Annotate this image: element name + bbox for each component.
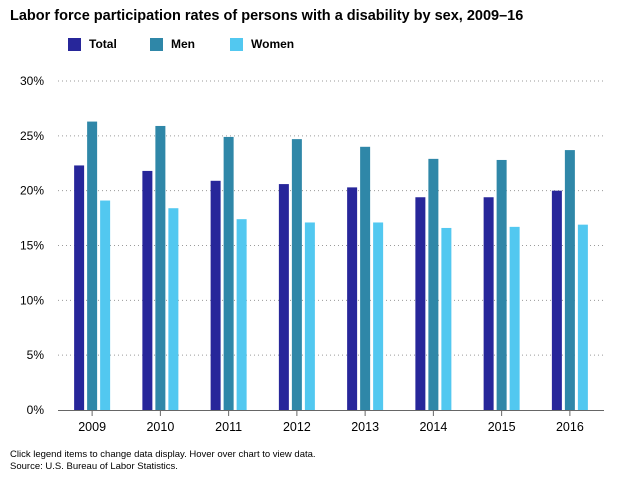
x-tick-label: 2011 <box>215 420 242 434</box>
bar-men-2016[interactable] <box>564 150 575 410</box>
bar-total-2010[interactable] <box>142 170 153 410</box>
x-tick-label: 2010 <box>146 420 174 434</box>
bar-men-2012[interactable] <box>291 139 302 410</box>
legend-swatch-men <box>150 37 163 51</box>
bar-women-2016[interactable] <box>577 224 588 410</box>
bar-women-2011[interactable] <box>236 219 247 410</box>
bars[interactable] <box>74 121 588 411</box>
y-tick-label: 15% <box>20 239 44 253</box>
bar-total-2009[interactable] <box>74 165 85 410</box>
legend: Total Men Women <box>68 36 316 52</box>
y-tick-label: 20% <box>20 184 44 198</box>
bar-total-2014[interactable] <box>415 197 426 410</box>
y-axis-tick-labels: 0% 5% 10% 15% 20% 25% 30% <box>20 74 44 417</box>
bar-men-2010[interactable] <box>155 125 166 411</box>
bar-total-2011[interactable] <box>210 180 221 410</box>
bar-men-2013[interactable] <box>360 146 371 411</box>
x-tick-label: 2015 <box>488 420 516 434</box>
legend-label-women: Women <box>251 37 295 51</box>
x-tick-label: 2009 <box>78 420 106 434</box>
bar-total-2012[interactable] <box>278 184 289 410</box>
legend-item-men[interactable]: Men <box>150 37 208 51</box>
y-tick-label: 5% <box>27 348 45 362</box>
y-tick-label: 0% <box>27 403 45 417</box>
legend-label-men: Men <box>171 37 195 51</box>
bar-total-2013[interactable] <box>347 187 358 410</box>
chart-title: Labor force participation rates of perso… <box>10 8 524 24</box>
footer-source: Source: U.S. Bureau of Labor Statistics. <box>10 461 178 472</box>
y-tick-label: 25% <box>20 129 44 143</box>
legend-label-total: Total <box>89 37 117 51</box>
y-tick-label: 30% <box>20 74 44 88</box>
bar-women-2010[interactable] <box>168 208 179 410</box>
bar-women-2014[interactable] <box>441 227 452 410</box>
bar-women-2009[interactable] <box>100 200 111 410</box>
bar-men-2009[interactable] <box>87 121 98 411</box>
bar-women-2012[interactable] <box>304 222 315 410</box>
bar-men-2014[interactable] <box>428 158 439 410</box>
footer-note: Click legend items to change data displa… <box>10 449 316 460</box>
bar-men-2015[interactable] <box>496 159 507 410</box>
x-tick-label: 2014 <box>419 420 447 434</box>
grid-lines <box>58 80 604 356</box>
bar-women-2015[interactable] <box>509 226 520 410</box>
bar-men-2011[interactable] <box>223 136 234 410</box>
legend-item-women[interactable]: Women <box>230 37 294 51</box>
x-axis <box>58 410 604 416</box>
legend-swatch-women <box>230 37 243 51</box>
footer: Click legend items to change data displa… <box>10 449 316 473</box>
bar-women-2013[interactable] <box>373 222 384 410</box>
x-tick-label: 2016 <box>556 420 584 434</box>
x-axis-tick-labels: 2009 2010 2011 2012 2013 2014 2015 2016 <box>78 420 584 434</box>
legend-swatch-total <box>68 37 81 51</box>
x-tick-label: 2012 <box>283 420 311 434</box>
x-tick-label: 2013 <box>351 420 379 434</box>
bar-total-2015[interactable] <box>483 197 494 410</box>
legend-item-total[interactable]: Total <box>68 37 128 51</box>
y-tick-label: 10% <box>20 293 44 307</box>
bar-total-2016[interactable] <box>551 190 562 410</box>
